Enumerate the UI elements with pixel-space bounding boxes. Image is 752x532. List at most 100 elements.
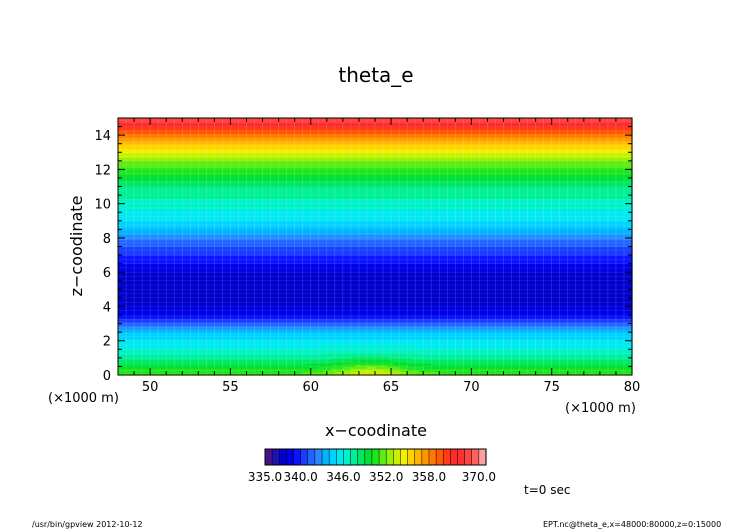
field-cell — [483, 364, 489, 368]
field-cell — [463, 363, 468, 366]
field-cell — [483, 359, 489, 362]
field-cell — [491, 368, 497, 371]
field-cell — [326, 359, 332, 362]
field-cell — [306, 366, 312, 369]
field-cell — [154, 373, 159, 376]
field-cell — [298, 371, 304, 374]
field-cell — [242, 351, 248, 354]
field-cell — [375, 356, 380, 359]
field-cell — [342, 359, 348, 362]
field-cell — [346, 356, 352, 359]
field-cell — [599, 357, 605, 361]
field-cell — [322, 352, 328, 356]
field-cell — [491, 373, 497, 376]
field-cell — [366, 359, 372, 362]
field-cell — [134, 366, 139, 369]
field-cell — [258, 364, 264, 368]
field-cell — [543, 373, 549, 376]
field-cell — [427, 373, 432, 376]
field-cell — [294, 354, 300, 357]
field-cell — [491, 347, 497, 350]
field-cell — [547, 371, 553, 374]
field-cell — [238, 371, 244, 374]
field-cell — [242, 364, 248, 368]
field-cell — [379, 345, 384, 349]
field-cell — [118, 351, 123, 354]
field-cell — [379, 361, 384, 364]
field-cell — [270, 363, 276, 366]
field-cell — [258, 357, 264, 361]
field-cell — [282, 345, 288, 349]
field-cell — [350, 369, 356, 373]
field-cell — [198, 368, 203, 371]
field-cell — [599, 366, 605, 369]
field-cell — [491, 371, 497, 374]
field-cell — [290, 349, 296, 352]
field-cell — [515, 357, 521, 361]
field-cell — [330, 369, 336, 373]
field-cell — [226, 356, 232, 359]
field-cell — [138, 357, 143, 361]
field-cell — [370, 369, 376, 373]
field-cell — [218, 345, 224, 349]
field-cell — [174, 373, 179, 376]
field-cell — [543, 361, 549, 364]
field-cell — [383, 349, 388, 352]
field-cell — [266, 359, 272, 362]
field-cell — [599, 363, 605, 366]
field-cell — [166, 373, 171, 376]
field-cell — [242, 354, 248, 357]
field-cell — [218, 351, 224, 354]
field-cell — [186, 345, 191, 349]
field-cell — [158, 366, 163, 369]
field-cell — [326, 351, 332, 354]
field-cell — [314, 351, 320, 354]
field-cell — [270, 359, 276, 362]
field-cell — [471, 363, 476, 366]
field-cell — [178, 361, 183, 364]
field-cell — [142, 363, 147, 366]
field-cell — [138, 364, 143, 368]
field-cell — [375, 357, 380, 361]
field-cell — [575, 369, 581, 373]
field-cell — [174, 363, 179, 366]
field-cell — [226, 351, 232, 354]
field-cell — [338, 366, 344, 369]
field-cell — [142, 366, 147, 369]
field-cell — [122, 363, 127, 366]
field-cell — [411, 357, 416, 361]
field-cell — [515, 373, 521, 376]
field-cell — [322, 369, 328, 373]
field-cell — [459, 357, 464, 361]
field-cell — [238, 347, 244, 350]
field-cell — [403, 357, 408, 361]
field-cell — [254, 351, 260, 354]
field-cell — [627, 351, 633, 354]
field-cell — [366, 373, 372, 376]
field-cell — [443, 364, 448, 368]
field-cell — [334, 352, 340, 356]
field-cell — [122, 347, 127, 350]
field-cell — [162, 366, 167, 369]
field-cell — [250, 366, 256, 369]
field-cell — [310, 368, 316, 371]
field-cell — [523, 356, 529, 359]
field-cell — [266, 363, 272, 366]
field-cell — [403, 359, 408, 362]
field-cell — [483, 357, 489, 361]
field-cell — [583, 357, 589, 361]
field-cell — [242, 363, 248, 366]
field-cell — [519, 366, 525, 369]
field-cell — [274, 351, 280, 354]
field-cell — [266, 371, 272, 374]
field-cell — [527, 357, 533, 361]
field-cell — [286, 349, 292, 352]
field-cell — [326, 371, 332, 374]
field-cell — [174, 356, 179, 359]
field-cell — [314, 349, 320, 352]
field-cell — [314, 354, 320, 357]
field-cell — [451, 364, 456, 368]
field-cell — [603, 361, 609, 364]
field-cell — [443, 351, 448, 354]
field-cell — [575, 352, 581, 356]
